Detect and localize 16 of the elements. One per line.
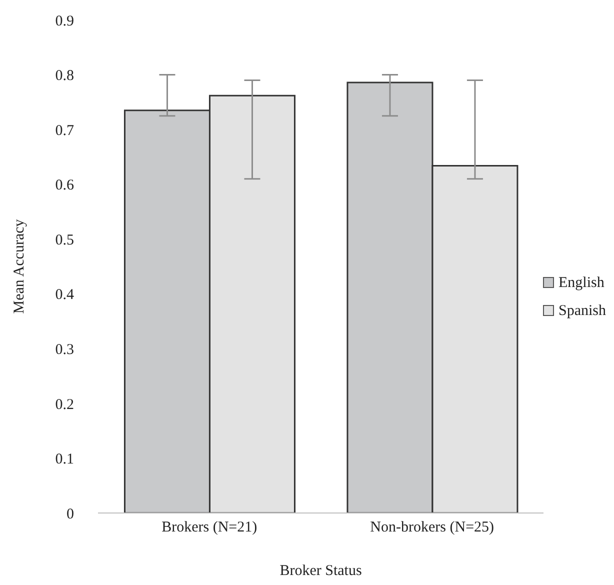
x-tick-label: Brokers (N=21) — [162, 520, 258, 536]
y-tick-label: 0.6 — [55, 178, 74, 194]
y-tick-label: 0.3 — [55, 342, 74, 358]
y-axis-title: Mean Accuracy — [11, 218, 28, 314]
y-tick-label: 0.1 — [55, 452, 74, 468]
legend-label: Spanish — [558, 302, 606, 320]
x-axis-title: Broker Status — [280, 563, 362, 579]
y-tick-label: 0.5 — [55, 232, 74, 248]
y-tick-label: 0.2 — [55, 396, 74, 413]
y-tick-label: 0 — [66, 506, 74, 522]
y-tick-label: 0.7 — [55, 122, 74, 139]
x-tick-label: Non-brokers (N=25) — [370, 520, 494, 536]
legend-label: English — [558, 274, 604, 292]
y-tick-label: 0.9 — [55, 13, 74, 30]
y-tick-label: 0.8 — [55, 68, 74, 84]
y-tick-label: 0.4 — [55, 287, 74, 304]
